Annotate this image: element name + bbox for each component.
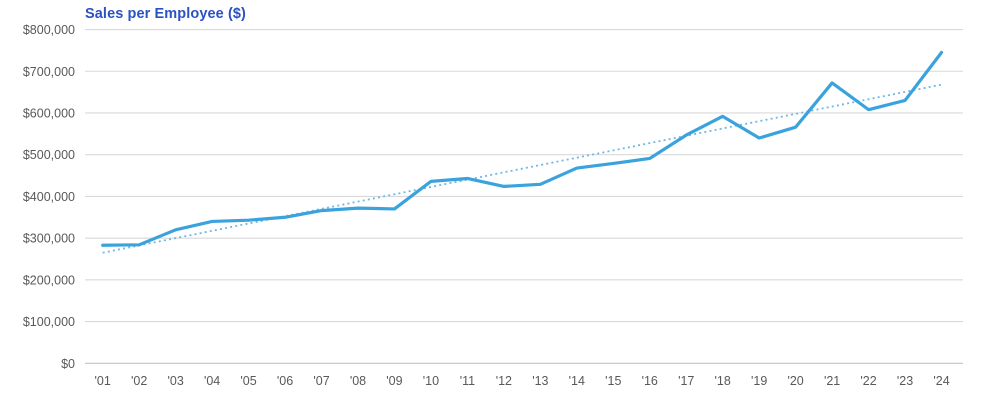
x-axis-tick-label: '17 <box>678 374 694 388</box>
x-axis-tick-label: '01 <box>95 374 111 388</box>
x-axis-tick-label: '23 <box>897 374 913 388</box>
y-axis-tick-label: $100,000 <box>23 315 75 329</box>
x-axis-tick-label: '24 <box>933 374 949 388</box>
x-axis-tick-label: '08 <box>350 374 366 388</box>
x-axis-tick-label: '02 <box>131 374 147 388</box>
y-axis-tick-label: $300,000 <box>23 232 75 246</box>
trendline <box>102 83 942 254</box>
x-axis-tick-label: '05 <box>240 374 256 388</box>
x-axis-tick-label: '04 <box>204 374 220 388</box>
x-axis-tick-label: '15 <box>605 374 621 388</box>
chart-title: Sales per Employee ($) <box>85 6 246 22</box>
x-axis-tick-label: '12 <box>496 374 512 388</box>
y-axis-tick-label: $0 <box>61 357 75 371</box>
x-axis-tick-label: '18 <box>715 374 731 388</box>
y-axis-tick-label: $500,000 <box>23 148 75 162</box>
y-axis-tick-label: $400,000 <box>23 190 75 204</box>
x-axis-tick-label: '14 <box>569 374 585 388</box>
y-axis-tick-label: $700,000 <box>23 65 75 79</box>
y-axis-tick-label: $600,000 <box>23 106 75 120</box>
x-axis-tick-label: '09 <box>386 374 402 388</box>
x-axis-tick-label: '06 <box>277 374 293 388</box>
x-axis-tick-label: '03 <box>167 374 183 388</box>
x-axis-tick-label: '20 <box>787 374 803 388</box>
y-axis-tick-label: $200,000 <box>23 273 75 287</box>
x-axis-tick-label: '16 <box>642 374 658 388</box>
x-axis-tick-label: '11 <box>460 374 475 388</box>
x-axis-tick-label: '22 <box>860 374 876 388</box>
sales-per-employee-series-line <box>101 50 944 247</box>
x-axis-tick-label: '10 <box>423 374 439 388</box>
x-axis-tick-label: '21 <box>824 374 840 388</box>
y-axis-tick-label: $800,000 <box>23 23 75 37</box>
x-axis-tick-label: '13 <box>532 374 548 388</box>
x-axis-tick-label: '19 <box>751 374 767 388</box>
x-axis-tick-label: '07 <box>313 374 329 388</box>
